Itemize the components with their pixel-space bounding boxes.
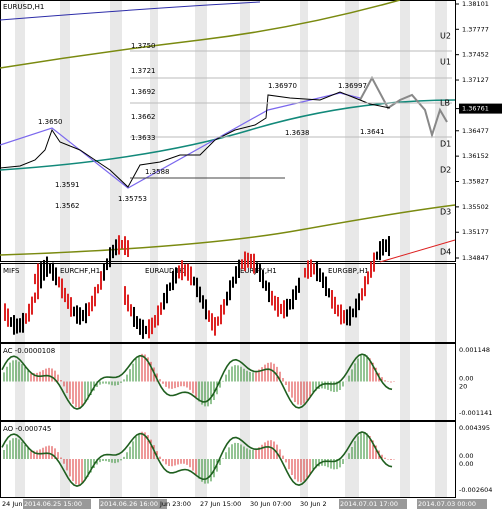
pair-label: EURCHF,H1 bbox=[60, 267, 100, 275]
time-highlight bbox=[339, 499, 407, 509]
annotation: 1.36970 bbox=[268, 82, 297, 90]
price-label: 1.37777 bbox=[462, 25, 489, 33]
price-label: 1.36477 bbox=[462, 127, 489, 135]
ao-frame bbox=[0, 421, 456, 498]
annotation: 1.36997 bbox=[338, 82, 367, 90]
panel-title: MIFS bbox=[3, 267, 20, 275]
session-band bbox=[435, 0, 447, 497]
u2-band bbox=[0, 0, 401, 69]
ac-frame bbox=[0, 343, 456, 421]
projection bbox=[359, 75, 448, 139]
annotation: 1.3662 bbox=[131, 113, 156, 121]
annotation: 1.3562 bbox=[55, 202, 80, 210]
price-label: 1.36152 bbox=[462, 152, 489, 160]
annotation: 1.3692 bbox=[131, 88, 156, 96]
time-highlight bbox=[417, 499, 487, 509]
annotation: 1.3591 bbox=[55, 181, 80, 189]
pair-label: EURGBP,H1 bbox=[328, 267, 369, 275]
symbol: EURUSD,H1 bbox=[3, 3, 44, 11]
level-label: D3 bbox=[440, 208, 451, 217]
signal-line bbox=[1, 353, 393, 410]
panel-title: AO -0.000745 bbox=[3, 425, 51, 433]
price-label: 1.34847 bbox=[462, 254, 489, 262]
annotation: 1.3641 bbox=[360, 128, 385, 136]
axis-label: 0.00 bbox=[459, 375, 473, 383]
pair-label: EURJPY,H1 bbox=[240, 267, 277, 275]
level-label: D2 bbox=[440, 166, 451, 175]
time-highlight bbox=[23, 499, 91, 509]
annotations: 1.3750 1.3721 1.3692 1.3662 1.3633 1.358… bbox=[38, 42, 385, 210]
level-label: U2 bbox=[440, 32, 451, 41]
annotation: 1.3650 bbox=[38, 118, 63, 126]
axis-label: -0.002604 bbox=[459, 486, 492, 494]
price-label: 1.35827 bbox=[462, 178, 489, 186]
mifs-frame bbox=[0, 263, 456, 343]
session-band bbox=[240, 0, 250, 497]
price-label: 1.38101 bbox=[462, 0, 489, 8]
price-label: 1.36761 bbox=[462, 105, 489, 113]
session-band bbox=[15, 0, 25, 497]
time-label: 2014.06.26 16:00 bbox=[100, 500, 158, 508]
session-band bbox=[300, 0, 308, 497]
session-band bbox=[60, 0, 70, 497]
session-band bbox=[150, 0, 158, 497]
session-bands bbox=[15, 0, 447, 497]
time-label: Jun 23:00 bbox=[159, 500, 191, 508]
time-label: 24 Jun bbox=[2, 500, 23, 508]
session-band bbox=[400, 0, 410, 497]
level-label: U1 bbox=[440, 58, 451, 67]
signal-line bbox=[1, 431, 393, 487]
price-label: 1.35502 bbox=[462, 203, 489, 211]
session-band bbox=[195, 0, 207, 497]
annotation: 1.3588 bbox=[145, 168, 170, 176]
d3-band bbox=[0, 204, 456, 256]
level-label: D1 bbox=[440, 140, 451, 149]
axis-label: 0.00 bbox=[459, 452, 473, 460]
annotation: 1.3633 bbox=[131, 134, 156, 142]
time-highlight bbox=[99, 499, 167, 509]
axis-label: 0.001148 bbox=[459, 346, 490, 354]
annotation: 1.3750 bbox=[131, 42, 156, 50]
time-label: 30 Jun 07:00 bbox=[250, 500, 291, 508]
level-label: D4 bbox=[440, 248, 451, 257]
pair-label: EURAUD,H1 bbox=[145, 267, 186, 275]
annotation: 1.35753 bbox=[118, 195, 147, 203]
level-label: LB bbox=[440, 99, 450, 108]
price-label: 1.35177 bbox=[462, 228, 489, 236]
annotation: 1.3721 bbox=[131, 67, 156, 75]
time-label: 27 Jun 15:00 bbox=[200, 500, 241, 508]
time-label: 2014.07.01 17:00 bbox=[340, 500, 398, 508]
time-label: 2014.06.25 15:00 bbox=[24, 500, 82, 508]
axis-label: -0.001141 bbox=[459, 409, 492, 417]
axis-label: 0.00 bbox=[459, 460, 473, 468]
annotation: 1.3638 bbox=[285, 129, 310, 137]
current-price-box bbox=[459, 103, 502, 114]
price-label: 1.37452 bbox=[462, 51, 489, 59]
price-line bbox=[0, 91, 391, 188]
time-label: 30 Jun 2 bbox=[300, 500, 327, 508]
session-band bbox=[345, 0, 359, 497]
price-label: 1.37127 bbox=[462, 76, 489, 84]
axis-label: 20 bbox=[459, 383, 467, 391]
d4-line bbox=[379, 239, 456, 263]
upper-channel bbox=[0, 1, 261, 21]
panel-title: AC -0.0000108 bbox=[3, 347, 55, 355]
axis-label: 0.004395 bbox=[459, 424, 490, 432]
time-label: 2014.07.03 00:00 bbox=[418, 500, 476, 508]
